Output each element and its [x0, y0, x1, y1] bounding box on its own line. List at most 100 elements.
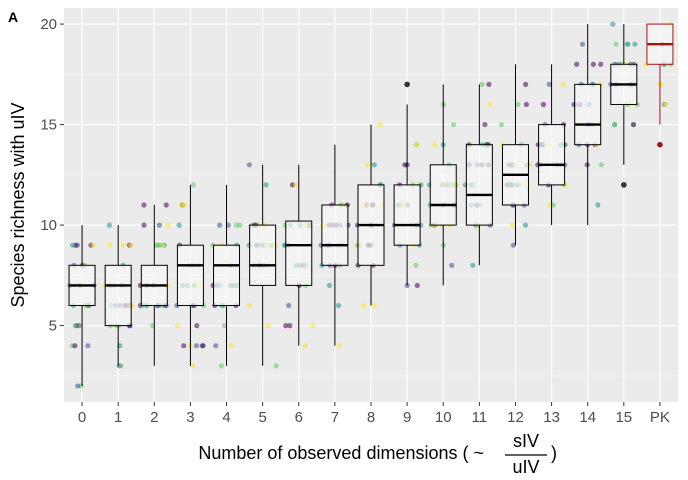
- jitter-point: [128, 242, 134, 248]
- jitter-point: [523, 101, 530, 108]
- outlier-point: [404, 81, 410, 88]
- jitter-point: [181, 343, 187, 349]
- jitter-point: [156, 222, 163, 228]
- jitter-point: [221, 323, 228, 329]
- jitter-point: [200, 343, 206, 349]
- outlier-point: [657, 141, 663, 148]
- y-tick-label: 10: [40, 217, 57, 234]
- x-axis-title-denominator: uIV: [512, 457, 539, 477]
- jitter-point: [326, 282, 333, 289]
- jitter-point: [515, 101, 521, 108]
- x-tick-label: 12: [507, 409, 524, 426]
- jitter-point: [190, 363, 196, 369]
- jitter-point: [377, 121, 383, 128]
- jitter-point: [302, 343, 308, 349]
- jitter-point: [246, 162, 252, 168]
- jitter-point: [265, 323, 271, 329]
- jitter-point: [175, 323, 181, 329]
- x-tick-label: 7: [331, 409, 339, 426]
- jitter-point: [595, 202, 601, 208]
- jitter-point: [365, 162, 371, 168]
- jitter-point: [611, 121, 618, 128]
- jitter-point: [76, 323, 82, 329]
- jitter-point: [233, 222, 240, 228]
- jitter-point: [213, 343, 219, 349]
- x-tick-label: 3: [186, 409, 194, 426]
- jitter-point: [293, 182, 299, 188]
- x-axis-title-suffix: ): [551, 443, 557, 463]
- jitter-point: [584, 162, 590, 168]
- box-10: [429, 164, 457, 226]
- x-tick-label: PK: [650, 409, 670, 426]
- jitter-point: [371, 162, 377, 168]
- x-tick-label: 15: [615, 409, 632, 426]
- x-tick-label: 10: [435, 409, 452, 426]
- jitter-point: [190, 182, 196, 188]
- panel-label: A: [8, 9, 18, 25]
- box-9: [393, 184, 421, 246]
- y-tick-label: 20: [40, 16, 57, 33]
- jitter-point: [72, 343, 78, 349]
- jitter-point: [590, 61, 596, 67]
- jitter-point: [371, 302, 378, 309]
- jitter-point: [283, 323, 289, 329]
- jitter-point: [482, 121, 488, 128]
- jitter-point: [546, 81, 552, 87]
- jitter-point: [523, 81, 529, 87]
- jitter-point: [560, 81, 567, 87]
- y-axis-title: Species richness with uIV: [8, 102, 28, 307]
- jitter-point: [118, 363, 124, 369]
- jitter-point: [120, 242, 126, 248]
- jitter-point: [510, 242, 516, 248]
- jitter-point: [450, 121, 457, 128]
- jitter-point: [479, 81, 485, 87]
- jitter-point: [106, 222, 112, 228]
- jitter-point: [287, 323, 293, 329]
- jitter-point: [487, 101, 493, 108]
- box-7: [321, 204, 349, 266]
- x-tick-label: 11: [472, 409, 488, 426]
- jitter-point: [598, 61, 604, 67]
- x-tick-label: 14: [579, 409, 596, 426]
- jitter-point: [176, 222, 182, 228]
- jitter-point: [610, 21, 616, 27]
- x-tick-label: 9: [403, 409, 411, 426]
- jitter-point: [402, 162, 408, 168]
- outlier-point: [621, 182, 627, 188]
- jitter-point: [432, 142, 438, 148]
- jitter-point: [579, 41, 586, 47]
- jitter-point: [149, 323, 156, 329]
- x-axis-title-prefix: Number of observed dimensions ( ~: [198, 443, 484, 463]
- box-11: [465, 144, 493, 226]
- boxes: [68, 23, 674, 386]
- y-tick-label: 15: [40, 117, 57, 134]
- jitter-point: [194, 323, 200, 329]
- jitter-point: [289, 182, 296, 188]
- jitter-point: [218, 363, 225, 369]
- x-tick-label: 5: [258, 409, 266, 426]
- jitter-point: [574, 61, 580, 67]
- x-tick-label: 1: [114, 409, 122, 426]
- jitter-point: [522, 222, 529, 228]
- box-6: [285, 220, 313, 286]
- jitter-point: [598, 162, 605, 168]
- y-axis: 5 10 15 20: [40, 16, 64, 335]
- jitter-point: [157, 242, 163, 248]
- jitter-point: [247, 302, 253, 309]
- jitter-point: [107, 242, 113, 248]
- jitter-point: [498, 121, 505, 128]
- jitter-point: [613, 41, 619, 47]
- jitter-point: [163, 202, 169, 208]
- jitter-point: [193, 343, 200, 349]
- jitter-point: [486, 81, 492, 87]
- box-1: [104, 264, 132, 327]
- jitter-point: [414, 282, 420, 289]
- x-tick-label: 8: [367, 409, 375, 426]
- jitter-point: [90, 242, 97, 248]
- jitter-point: [470, 262, 476, 268]
- jitter-point: [509, 222, 516, 228]
- jitter-point: [273, 363, 279, 369]
- jitter-point: [141, 202, 147, 208]
- jitter-point: [540, 101, 547, 108]
